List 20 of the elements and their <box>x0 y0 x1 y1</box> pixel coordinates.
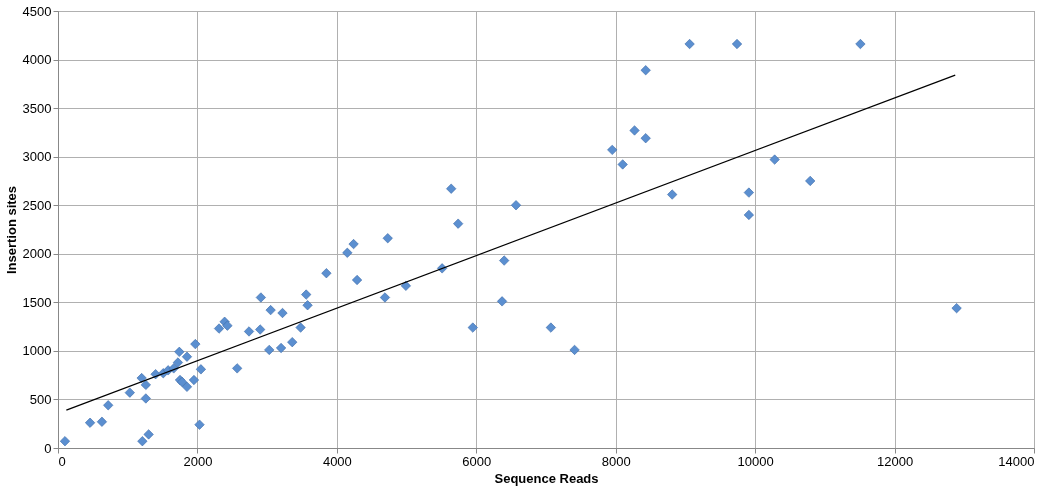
y-tick-label: 4000 <box>22 52 52 68</box>
y-tick-label: 2000 <box>22 246 52 262</box>
y-tick-label: 500 <box>29 391 52 407</box>
x-tick-label: 10000 <box>737 453 774 469</box>
y-tick-label: 3500 <box>22 100 52 116</box>
x-tick-label: 14000 <box>998 453 1035 469</box>
x-tick-label: 6000 <box>462 453 492 469</box>
y-tick-label: 1500 <box>22 294 52 310</box>
x-tick-label: 8000 <box>601 453 631 469</box>
y-tick-label: 1000 <box>22 343 52 359</box>
y-tick-label: 2500 <box>22 197 52 213</box>
x-tick-label: 4000 <box>322 453 352 469</box>
x-tick-label: 12000 <box>876 453 914 469</box>
y-tick-label: 0 <box>44 440 52 456</box>
y-tick-label: 3000 <box>22 149 52 165</box>
x-tick-label: 0 <box>58 453 66 469</box>
x-axis-title: Sequence Reads <box>494 470 599 486</box>
x-tick-label: 2000 <box>183 453 213 469</box>
y-axis-title: Insertion sites <box>3 185 19 275</box>
y-tick-label: 4500 <box>22 3 52 19</box>
